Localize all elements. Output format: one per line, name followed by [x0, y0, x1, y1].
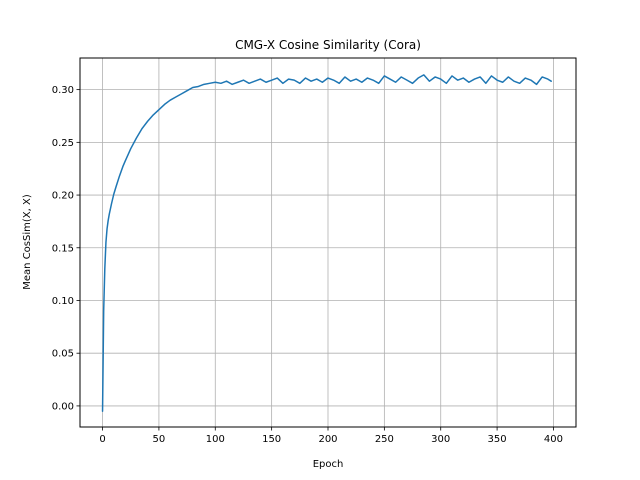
x-tick-label: 400	[544, 434, 563, 445]
y-tick-label: 0.30	[52, 85, 74, 96]
x-tick-label: 100	[206, 434, 225, 445]
y-tick-label: 0.15	[52, 243, 74, 254]
y-axis-label: Mean CosSim(X, X)	[22, 194, 33, 290]
y-tick-label: 0.05	[52, 349, 74, 360]
x-tick-label: 350	[488, 434, 507, 445]
x-tick-label: 50	[153, 434, 166, 445]
x-tick-label: 150	[262, 434, 281, 445]
y-tick-label: 0.10	[52, 296, 74, 307]
y-tick-label: 0.20	[52, 191, 74, 202]
series-line-0	[101, 74, 552, 412]
y-tick-label: 0.25	[52, 138, 74, 149]
grid-layer	[80, 58, 576, 427]
x-tick-label: 300	[431, 434, 450, 445]
tick-layer: 0 50 100 150 200 250 300 350 400 0.00 0.05 0.10 0.15…	[52, 85, 563, 445]
x-tick-label: 200	[318, 434, 337, 445]
chart-title: CMG-X Cosine Similarity (Cora)	[235, 38, 421, 52]
x-axis-label: Epoch	[313, 459, 344, 470]
series-layer	[101, 74, 552, 412]
x-tick-label: 0	[99, 434, 105, 445]
y-tick-label: 0.00	[52, 401, 74, 412]
x-tick-label: 250	[375, 434, 394, 445]
